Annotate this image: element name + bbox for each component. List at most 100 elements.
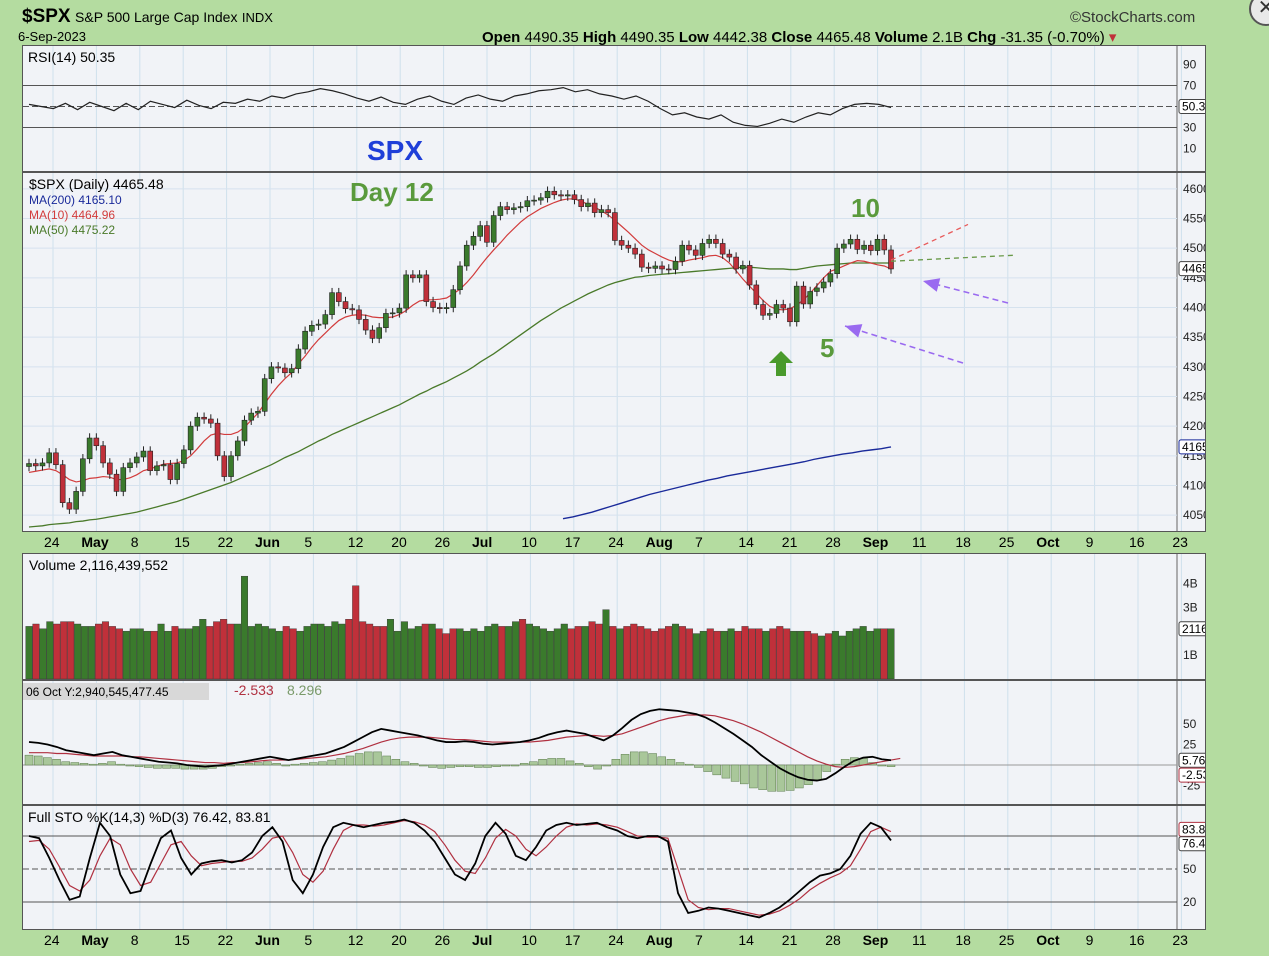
- x-tick-label: 23: [1172, 932, 1188, 948]
- candle-body: [692, 249, 699, 256]
- x-tick-label: 12: [348, 932, 364, 948]
- x-tick-label: 24: [608, 932, 624, 948]
- candle-body: [733, 256, 739, 270]
- volume-y-tick: 1B: [1183, 648, 1198, 662]
- x-tick-label: 26: [435, 932, 451, 948]
- candle-body: [26, 463, 32, 467]
- candle-body: [854, 238, 861, 250]
- legend-ma200: MA(200) 4165.10: [29, 193, 122, 207]
- volume-bar: [143, 630, 151, 680]
- x-tick-label: 14: [738, 534, 754, 550]
- volume-chart: 4B3B2B1B2116439Volume 2,116,439,552: [25, 554, 1228, 680]
- candle-body: [214, 422, 221, 457]
- candle-body: [672, 260, 679, 270]
- volume-bar: [53, 623, 61, 680]
- x-tick-label: Aug: [646, 534, 673, 550]
- volume-bar: [213, 621, 221, 680]
- x-tick-label: 15: [174, 932, 190, 948]
- x-tick-label: Jun: [255, 534, 280, 550]
- price-legend-main: $SPX (Daily) 4465.48: [29, 176, 164, 192]
- macd-panel: 50 25 -25 06 Oct Y:2,940,545,477.45 -2.533 8.…: [22, 680, 1228, 805]
- x-tick-label: Jun: [255, 932, 280, 948]
- volume-bar: [435, 628, 443, 680]
- candle-body: [107, 462, 113, 475]
- volume-bar: [644, 628, 652, 680]
- macd-histogram-bar: [547, 758, 556, 766]
- volume-bar: [386, 619, 394, 680]
- price-y-tick: 4300: [1183, 360, 1205, 374]
- macd-histogram-bar: [70, 762, 80, 766]
- macd-histogram-bar: [666, 759, 676, 766]
- sto-k-last-value: 76.42: [1182, 837, 1205, 851]
- volume-bar: [762, 630, 770, 680]
- volume-bar: [247, 626, 255, 680]
- volume-bar: [866, 630, 874, 680]
- candle-body: [113, 473, 120, 492]
- candle-body: [140, 450, 147, 458]
- candle-body: [699, 243, 706, 256]
- macd-histogram-bar: [556, 758, 566, 766]
- candle-body: [793, 285, 800, 323]
- candle-body: [517, 206, 524, 209]
- macd-histogram-bar: [703, 764, 712, 772]
- volume-bar: [505, 626, 513, 680]
- macd-histogram-bar: [483, 764, 492, 768]
- macd-histogram-bar: [648, 753, 657, 766]
- candle-body: [531, 199, 537, 202]
- volume-bar: [706, 628, 714, 680]
- x-axis-bottom: 24 May 8 15 22 Jun 5 12 20 26 Jul 10 17 24 Aug 7 14 21 28 S…: [22, 930, 1206, 951]
- volume-bar: [268, 628, 276, 680]
- candle-body: [315, 323, 322, 326]
- macd-histogram-bar: [299, 763, 309, 766]
- macd-histogram-bar: [675, 762, 685, 766]
- macd-hist-value: 8.296: [287, 682, 322, 698]
- x-tick-label: 11: [912, 932, 927, 948]
- macd-histogram-bar: [373, 751, 382, 766]
- volume-bar: [651, 630, 659, 680]
- candle-body: [248, 412, 255, 421]
- macd-histogram-bar: [574, 763, 584, 766]
- volume-bar: [317, 623, 325, 680]
- candle-body: [423, 274, 430, 302]
- macd-signal-line: [29, 714, 901, 769]
- volume-bar: [616, 628, 624, 680]
- macd-histogram-bar: [327, 759, 336, 766]
- volume-bar: [101, 621, 109, 680]
- volume-bar: [81, 626, 89, 680]
- x-tick-label: 5: [304, 932, 312, 948]
- candle-body: [618, 240, 625, 246]
- volume-bar: [400, 621, 408, 680]
- annotation-count-low: 5: [820, 333, 835, 363]
- price-y-tick: 4350: [1183, 330, 1205, 344]
- macd-histogram-bar: [886, 764, 896, 767]
- candle-body: [457, 265, 463, 291]
- candle-body: [39, 462, 46, 467]
- macd-signal-value: -2.533: [234, 682, 274, 698]
- candle-body: [874, 238, 881, 251]
- volume-bar: [727, 628, 735, 680]
- rsi-y-tick: 70: [1183, 79, 1197, 93]
- volume-bar: [595, 623, 603, 680]
- volume-bar: [672, 623, 680, 680]
- volume-bar: [220, 619, 228, 680]
- rsi-line: [28, 86, 892, 128]
- macd-histogram-bar: [639, 751, 648, 766]
- x-tick-label: Aug: [646, 932, 673, 948]
- volume-bar: [289, 628, 297, 680]
- chg-value: -31.35 (-0.70%): [1000, 29, 1105, 46]
- x-tick-label: Sep: [863, 932, 889, 948]
- volume-bar: [817, 635, 825, 680]
- macd-histogram-bar: [694, 764, 703, 768]
- sto-chart: 805020Full STO %K(14,3) %D(3) 76.42, 83.…: [23, 806, 1228, 929]
- candle-body: [834, 247, 840, 274]
- macd-histogram-bar: [721, 764, 731, 779]
- macd-histogram-bar: [538, 759, 547, 766]
- ma200-last-value: 4165.10: [1182, 440, 1205, 454]
- volume-bar: [665, 626, 673, 680]
- candle-body: [760, 304, 766, 316]
- rsi-y-tick: 10: [1183, 142, 1197, 156]
- close-icon[interactable]: ✕: [1249, 0, 1269, 26]
- volume-bar: [303, 626, 311, 680]
- rsi-panel: 907050301050.35RSI(14) 50.35: [22, 45, 1228, 172]
